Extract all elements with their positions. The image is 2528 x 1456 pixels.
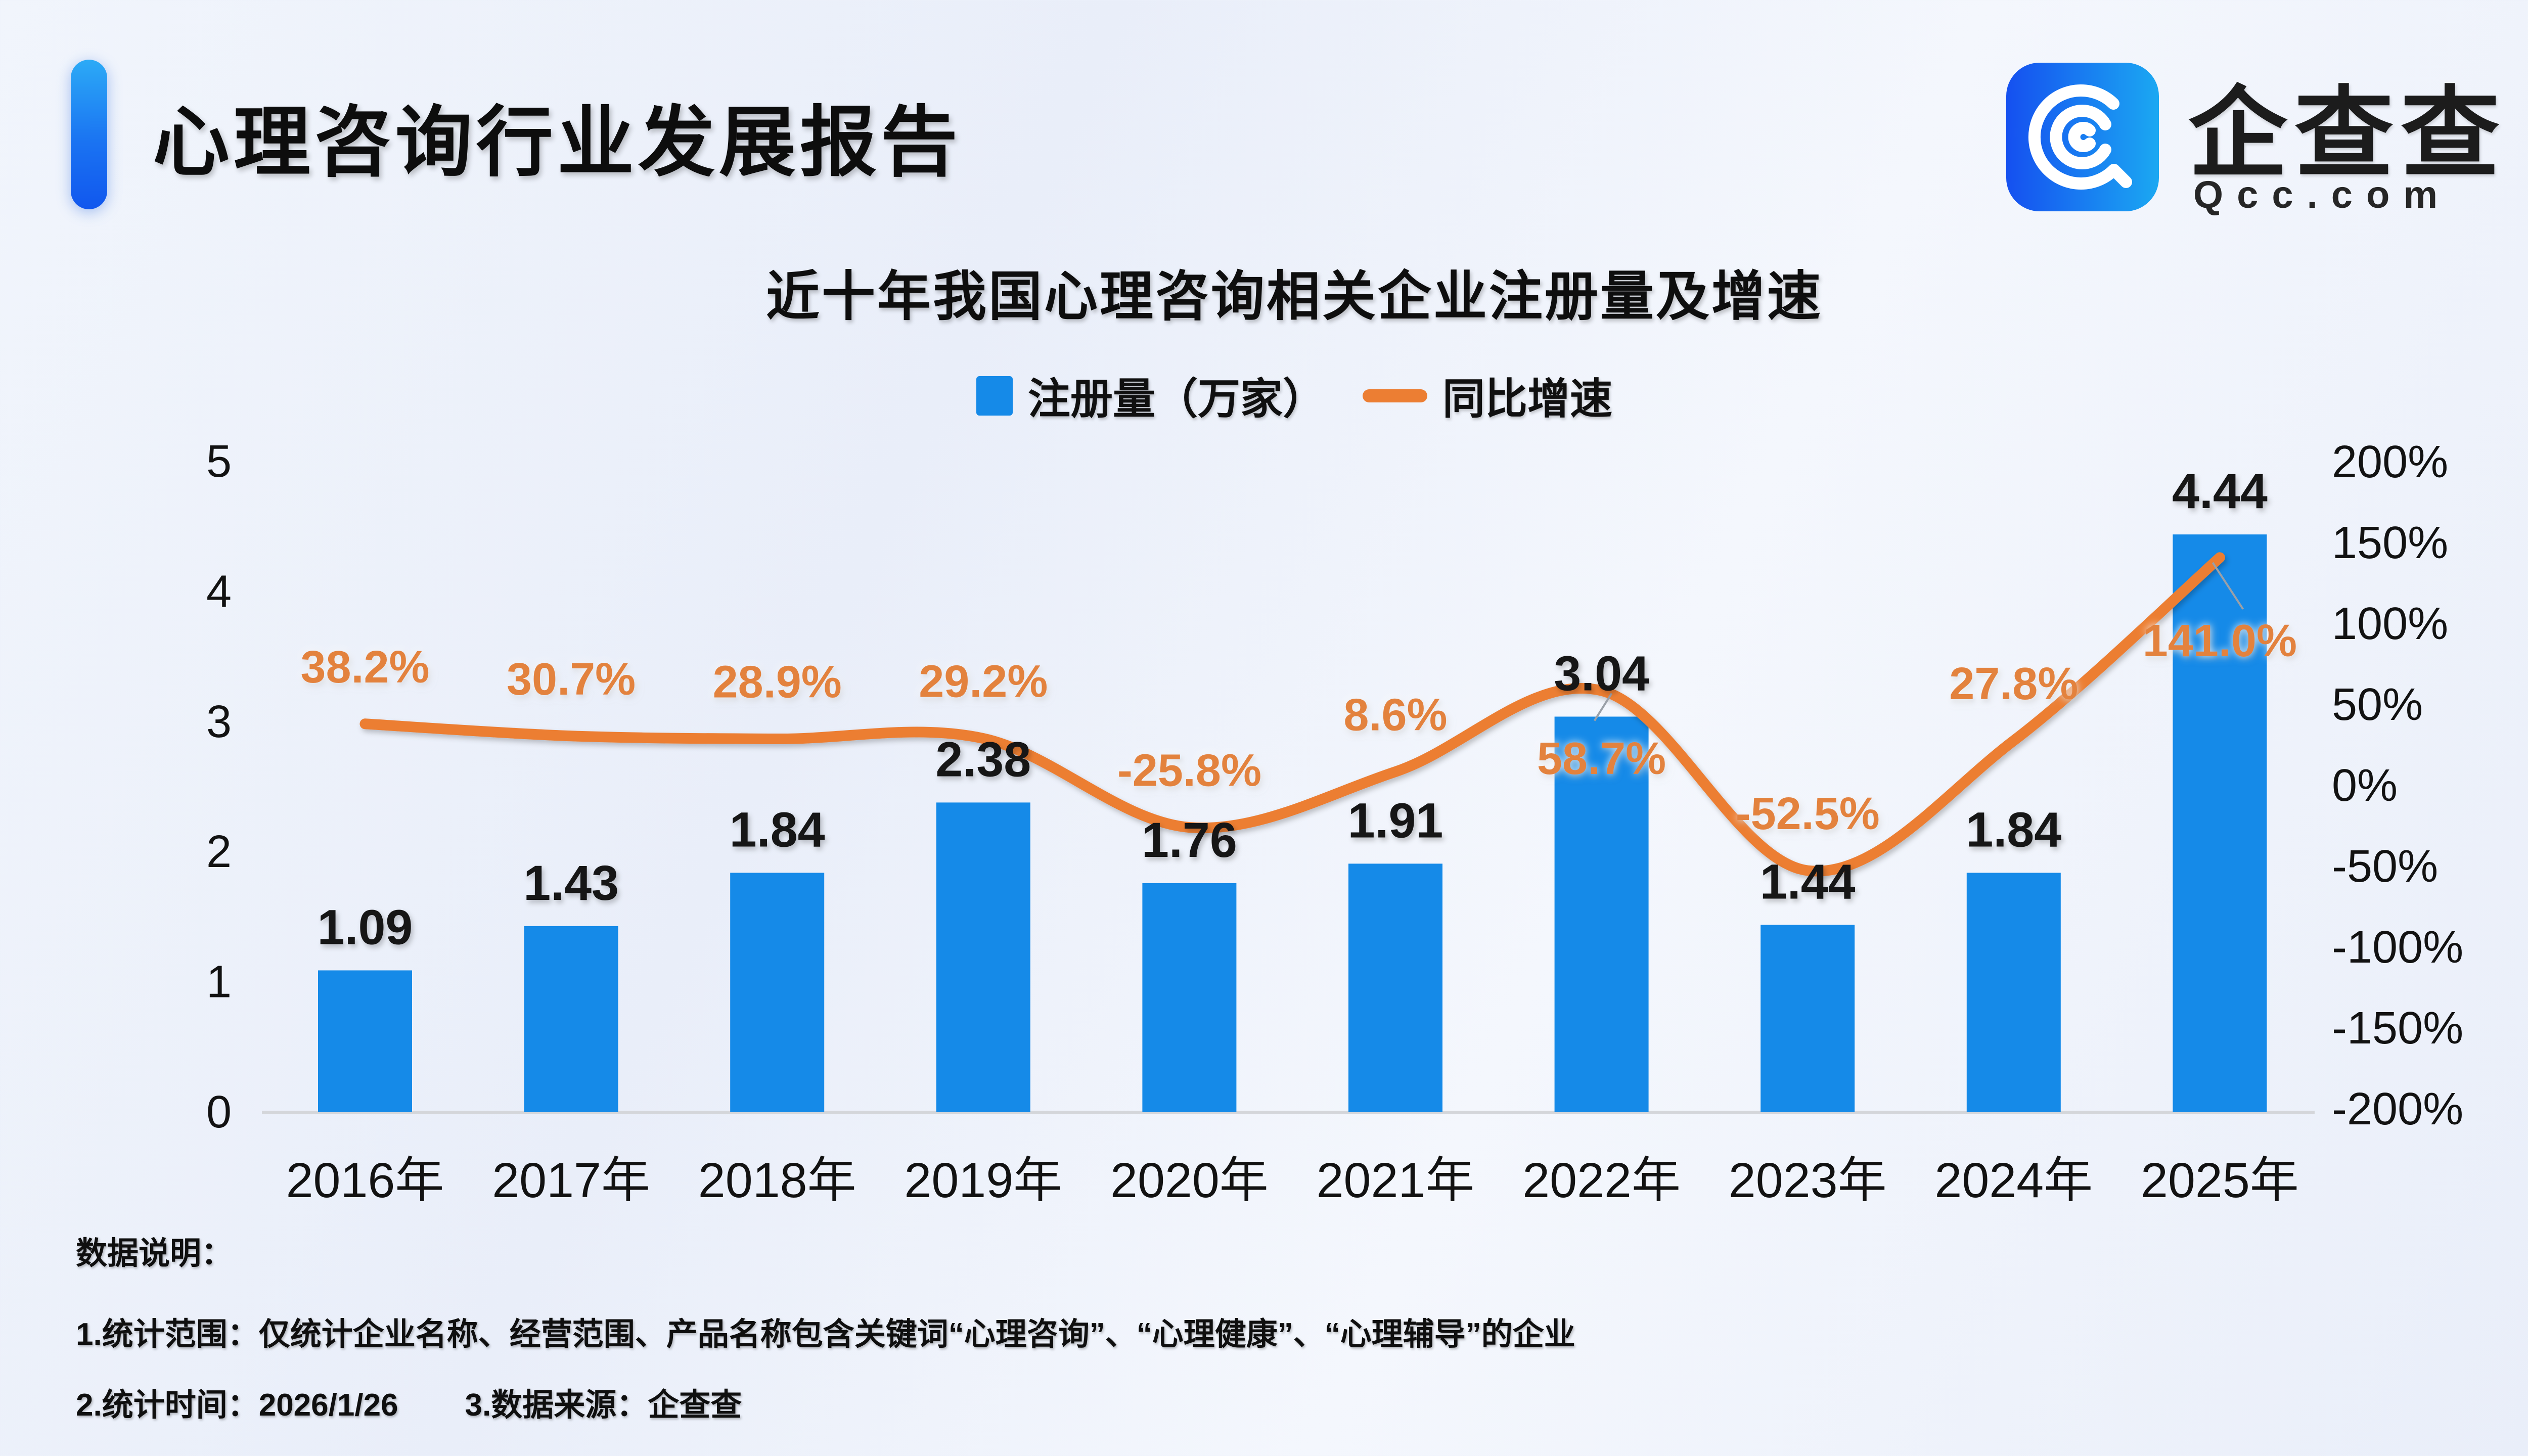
x-axis-label: 2023年 bbox=[1729, 1153, 1887, 1208]
page-title: 心理咨询行业发展报告 bbox=[153, 100, 962, 186]
y-axis-left-tick: 3 bbox=[206, 697, 232, 747]
bar-2021年 bbox=[1348, 863, 1442, 1112]
y-axis-left-tick: 2 bbox=[206, 827, 232, 877]
bar-value-label: 1.76 bbox=[1142, 812, 1237, 868]
growth-point-label: 29.2% bbox=[919, 657, 1048, 707]
brand-name: 企查查 bbox=[2188, 78, 2507, 189]
bar-2019年 bbox=[936, 802, 1030, 1112]
bar-value-label: 3.04 bbox=[1554, 646, 1649, 701]
bar-2023年 bbox=[1760, 925, 1855, 1112]
growth-point-label: 30.7% bbox=[507, 654, 636, 705]
y-axis-right-tick: -100% bbox=[2332, 922, 2463, 973]
growth-point-label: 141.0% bbox=[2143, 616, 2297, 666]
bar-value-label: 1.09 bbox=[318, 899, 413, 954]
bar-2022年 bbox=[1554, 716, 1649, 1112]
growth-line bbox=[359, 552, 2225, 877]
legend-label-growth: 同比增速 bbox=[1442, 375, 1613, 423]
y-axis-right-tick: 50% bbox=[2332, 679, 2423, 730]
y-axis-left-tick: 1 bbox=[206, 957, 232, 1008]
bar-value-label: 1.44 bbox=[1760, 854, 1856, 909]
leader-line bbox=[1593, 693, 1613, 721]
qcc-logo: 企查查 Qcc.com bbox=[2002, 60, 2523, 226]
qcc-logo-icon bbox=[2006, 63, 2159, 211]
chart-title: 近十年我国心理咨询相关企业注册量及增速 bbox=[766, 267, 1823, 327]
y-axis-right-tick: -200% bbox=[2332, 1084, 2463, 1134]
x-axis-label: 2016年 bbox=[286, 1153, 444, 1208]
legend: 注册量（万家） 同比增速 bbox=[0, 365, 2528, 426]
x-axis-label: 2018年 bbox=[698, 1153, 856, 1208]
y-axis-right-tick: -150% bbox=[2332, 1003, 2463, 1054]
x-axis-label: 2024年 bbox=[1934, 1153, 2093, 1208]
footer-data-source: 3.数据来源：企查查 bbox=[465, 1388, 742, 1423]
bar-value-label: 1.91 bbox=[1348, 793, 1443, 848]
bar-2020年 bbox=[1142, 883, 1237, 1112]
growth-point-label: 58.7% bbox=[1537, 734, 1666, 784]
growth-point-label: 8.6% bbox=[1343, 690, 1447, 740]
y-axis-right-tick: 150% bbox=[2332, 518, 2448, 568]
legend-label-registrations: 注册量（万家） bbox=[1027, 375, 1325, 423]
brand-domain: Qcc.com bbox=[2193, 173, 2452, 216]
bar-value-label: 4.44 bbox=[2172, 464, 2268, 519]
y-axis-left-tick: 4 bbox=[206, 566, 232, 617]
bar-value-label: 1.84 bbox=[730, 802, 825, 857]
footer-note-heading: 数据说明： bbox=[76, 1236, 233, 1271]
header-accent-bar bbox=[71, 60, 107, 209]
leader-line bbox=[2211, 562, 2244, 610]
footer-stat-time: 2.统计时间：2026/1/26 bbox=[76, 1388, 398, 1423]
growth-point-label: -52.5% bbox=[1736, 789, 1880, 839]
y-axis-right-tick: 100% bbox=[2332, 599, 2448, 649]
growth-point-label: 27.8% bbox=[1949, 659, 2078, 709]
footer-note-line1: 1.统计范围：仅统计企业名称、经营范围、产品名称包含关键词“心理咨询”、“心理健… bbox=[76, 1317, 1575, 1352]
bar-2016年 bbox=[318, 970, 412, 1112]
x-axis-label: 2019年 bbox=[904, 1153, 1062, 1208]
legend-item-growth: 同比增速 bbox=[1363, 365, 1612, 426]
bar-value-label: 2.38 bbox=[935, 732, 1031, 787]
y-axis-right-tick: 200% bbox=[2332, 437, 2448, 487]
y-axis-left-tick: 0 bbox=[206, 1087, 232, 1138]
x-axis-label: 2020年 bbox=[1110, 1153, 1269, 1208]
x-axis-label: 2021年 bbox=[1317, 1153, 1475, 1208]
y-axis-right-tick: 0% bbox=[2332, 760, 2398, 811]
y-axis-left-tick: 5 bbox=[206, 436, 232, 487]
footer-note-line2: 2.统计时间：2026/1/26 3.数据来源：企查查 bbox=[76, 1379, 742, 1425]
bar-2024年 bbox=[1966, 873, 2061, 1112]
bar-value-label: 1.84 bbox=[1966, 802, 2061, 857]
x-axis-label: 2025年 bbox=[2141, 1153, 2299, 1208]
growth-point-label: 38.2% bbox=[300, 642, 429, 693]
x-axis-label: 2022年 bbox=[1522, 1153, 1681, 1208]
legend-swatch-line bbox=[1363, 389, 1427, 402]
legend-item-registrations: 注册量（万家） bbox=[976, 365, 1325, 426]
bar-value-label: 1.43 bbox=[523, 855, 619, 911]
growth-point-label: 28.9% bbox=[713, 657, 842, 708]
bar-2017年 bbox=[524, 926, 618, 1112]
bar-2018年 bbox=[730, 873, 825, 1112]
y-axis-right-tick: -50% bbox=[2332, 841, 2438, 892]
growth-point-label: -25.8% bbox=[1117, 746, 1261, 796]
x-axis-label: 2017年 bbox=[492, 1153, 650, 1208]
legend-swatch-bar bbox=[976, 376, 1013, 416]
bar-2025年 bbox=[2173, 534, 2267, 1112]
